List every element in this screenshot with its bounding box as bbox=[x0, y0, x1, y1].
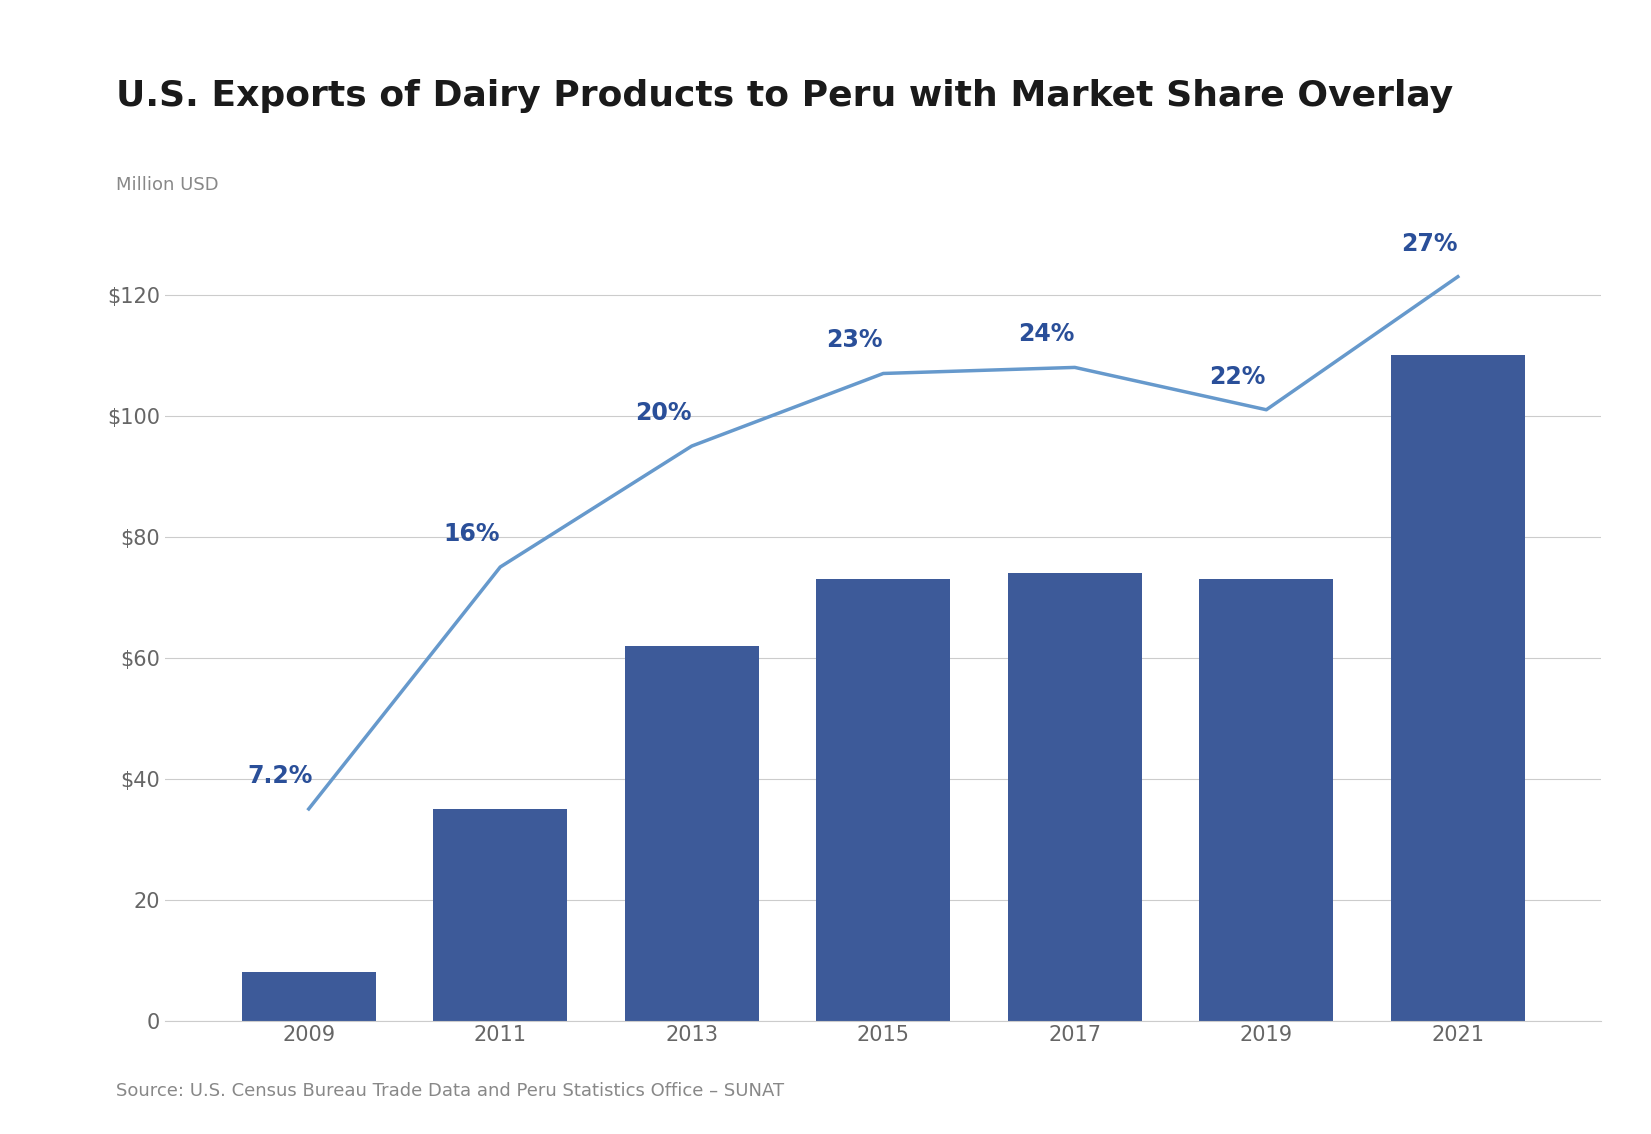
Text: 16%: 16% bbox=[442, 522, 500, 545]
Text: 27%: 27% bbox=[1400, 231, 1458, 255]
Text: Million USD: Million USD bbox=[116, 176, 218, 194]
Text: 20%: 20% bbox=[634, 401, 692, 425]
Bar bbox=[241, 972, 376, 1021]
Bar bbox=[1007, 573, 1142, 1021]
Text: 24%: 24% bbox=[1019, 322, 1075, 346]
Bar bbox=[1390, 355, 1526, 1021]
Bar bbox=[433, 809, 568, 1021]
Bar bbox=[1199, 579, 1334, 1021]
Text: U.S. Exports of Dairy Products to Peru with Market Share Overlay: U.S. Exports of Dairy Products to Peru w… bbox=[116, 79, 1453, 113]
Text: 22%: 22% bbox=[1210, 365, 1266, 389]
Text: 7.2%: 7.2% bbox=[248, 764, 312, 788]
Text: 23%: 23% bbox=[826, 329, 883, 353]
Bar bbox=[816, 579, 951, 1021]
Bar bbox=[624, 645, 759, 1021]
Text: Source: U.S. Census Bureau Trade Data and Peru Statistics Office – SUNAT: Source: U.S. Census Bureau Trade Data an… bbox=[116, 1082, 784, 1100]
